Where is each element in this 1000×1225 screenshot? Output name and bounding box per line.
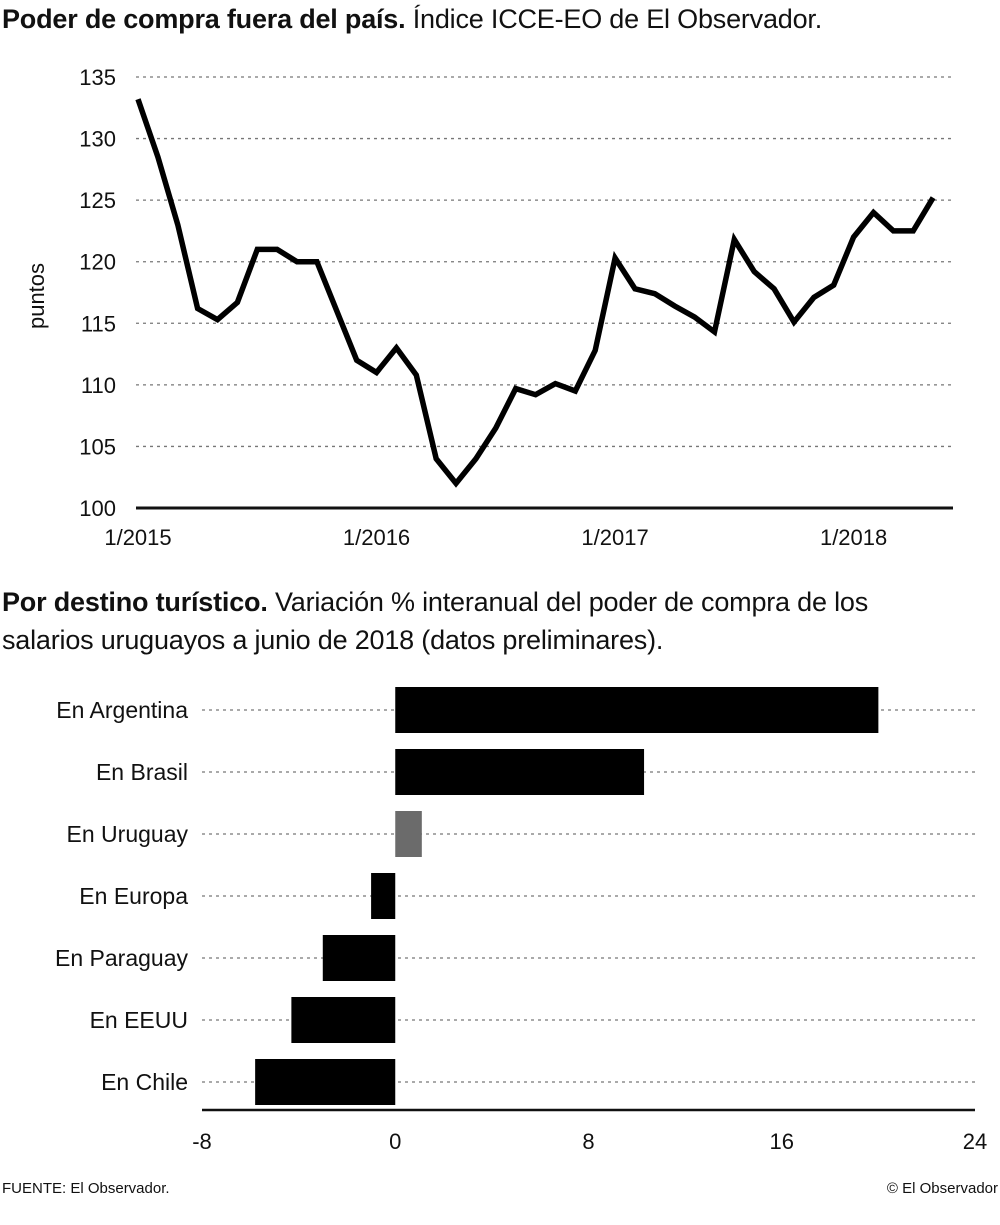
y-tick-label: 100 bbox=[79, 496, 116, 521]
x-tick-label: 24 bbox=[963, 1129, 987, 1154]
series-line-icce-eo bbox=[135, 98, 936, 488]
source-note: FUENTE: El Observador. bbox=[2, 1180, 170, 1197]
x-tick-label: 1/2018 bbox=[820, 525, 887, 550]
bar-en-eeuu bbox=[291, 997, 396, 1043]
bar-en-europa bbox=[371, 873, 396, 919]
x-tick-label: 8 bbox=[582, 1129, 594, 1154]
line-chart-title: Poder de compra fuera del país. Índice I… bbox=[2, 2, 822, 36]
x-tick-label: -8 bbox=[192, 1129, 212, 1154]
x-tick-label: 1/2017 bbox=[581, 525, 648, 550]
category-label: En Europa bbox=[79, 883, 188, 909]
x-tick-label: 1/2016 bbox=[343, 525, 410, 550]
y-tick-label: 130 bbox=[79, 127, 116, 152]
bar-chart: En Argentina En Brasil En Uruguay En Europa… bbox=[55, 687, 987, 1154]
y-axis-label: puntos bbox=[24, 263, 49, 329]
y-tick-label: 115 bbox=[81, 311, 116, 336]
bar-en-paraguay bbox=[322, 935, 396, 981]
line-chart-subtitle: Índice ICCE-EO de El Observador. bbox=[412, 4, 823, 34]
y-tick-label: 105 bbox=[79, 434, 116, 459]
bar-en-brasil bbox=[395, 749, 645, 795]
x-tick-label: 1/2015 bbox=[104, 525, 171, 550]
category-label: En Chile bbox=[101, 1069, 188, 1095]
line-chart-title-bold: Poder de compra fuera del país. bbox=[2, 4, 406, 34]
line-chart: 100 105 110 115 120 125 130 135 1/2015 1/2016 1/20… bbox=[24, 65, 953, 550]
y-tick-label: 135 bbox=[79, 65, 116, 90]
bar-en-uruguay bbox=[395, 811, 422, 857]
bar-chart-title-bold: Por destino turístico. bbox=[2, 587, 268, 617]
category-label: En Brasil bbox=[96, 759, 188, 785]
category-label: En Paraguay bbox=[55, 945, 188, 971]
category-label: En Uruguay bbox=[67, 821, 189, 847]
category-label: En Argentina bbox=[56, 697, 188, 723]
category-label: En EEUU bbox=[90, 1007, 188, 1033]
x-tick-label: 0 bbox=[389, 1129, 401, 1154]
bar-chart-title: Por destino turístico. Variación % inter… bbox=[2, 585, 868, 619]
bar-en-argentina bbox=[395, 687, 879, 733]
y-tick-label: 110 bbox=[81, 373, 116, 398]
bar-en-chile bbox=[255, 1059, 396, 1105]
y-tick-label: 120 bbox=[79, 250, 116, 275]
bar-chart-subtitle-line2: salarios uruguayos a junio de 2018 (dato… bbox=[2, 625, 664, 655]
x-tick-label: 16 bbox=[770, 1129, 794, 1154]
bar-chart-subtitle-line1: Variación % interanual del poder de comp… bbox=[274, 587, 869, 617]
credit-note: © El Observador bbox=[886, 1180, 998, 1197]
y-tick-label: 125 bbox=[79, 188, 116, 213]
